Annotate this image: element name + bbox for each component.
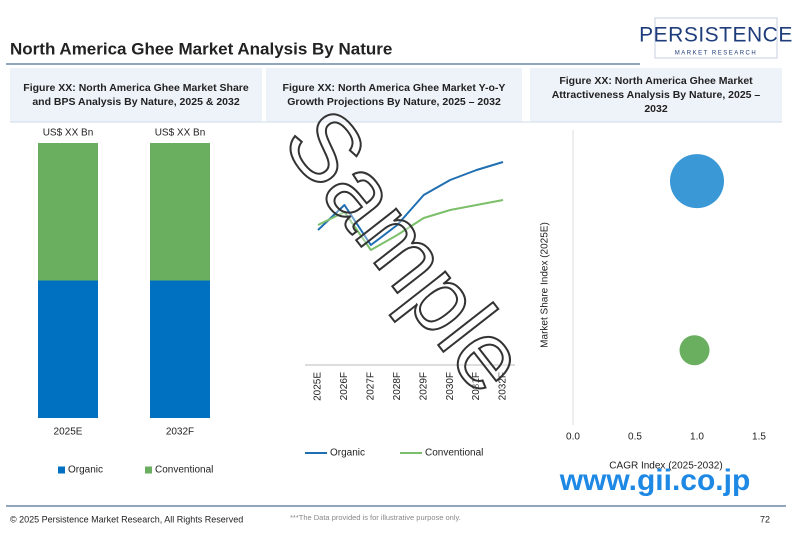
x-tick-label: 2025E (54, 427, 83, 438)
chart-title: Figure XX: North America Ghee Market Sha… (23, 82, 249, 94)
x-tick-label: 1.5 (752, 432, 766, 443)
chart-title: Growth Projections By Nature, 2025 – 203… (287, 96, 501, 108)
line-series (317, 161, 504, 246)
chart-title: Figure XX: North America Ghee Market Y-o… (283, 82, 506, 94)
page-number: 72 (760, 514, 770, 524)
x-tick-label: 2025E (313, 372, 324, 401)
bubble (679, 335, 710, 366)
line-series (317, 199, 504, 251)
footer-note: ***The Data provided is for illustrative… (290, 513, 461, 522)
y-axis-label: Market Share Index (2025E) (540, 222, 551, 348)
x-tick-label: 2026F (339, 372, 350, 400)
x-axis-label: CAGR Index (2025-2032) (609, 461, 722, 472)
legend-swatch (58, 466, 65, 474)
logo-tagline: MARKET RESEARCH (675, 51, 757, 57)
footer-copyright: © 2025 Persistence Market Research, All … (10, 514, 243, 524)
panel-header (266, 68, 522, 122)
chart-title: Attractiveness Analysis By Nature, 2025 … (552, 89, 761, 101)
total-label: US$ XX Bn (155, 128, 206, 139)
chart-title: Figure XX: North America Ghee Market (559, 75, 753, 87)
legend-label: Organic (68, 465, 103, 476)
stamp: www.gii.co.jp (559, 464, 751, 497)
bar-segment (150, 143, 210, 281)
total-label: US$ XX Bn (43, 128, 94, 139)
legend-swatch (145, 466, 152, 474)
x-tick-label: 1.0 (690, 432, 704, 443)
panel-header (530, 68, 782, 122)
logo-box (654, 17, 778, 59)
x-tick-label: 2029F (418, 372, 429, 400)
bar-segment (38, 280, 98, 418)
x-tick-label: 0.0 (566, 432, 580, 443)
x-tick-label: 2031F (471, 372, 482, 400)
bar-segment (38, 143, 98, 281)
legend-label: Organic (330, 448, 365, 459)
bar-segment (150, 280, 210, 418)
chart-title: and BPS Analysis By Nature, 2025 & 2032 (32, 96, 240, 108)
bubble (669, 154, 725, 209)
legend-label: Conventional (155, 465, 213, 476)
legend-label: Conventional (425, 448, 483, 459)
x-tick-label: 2028F (392, 372, 403, 400)
x-tick-label: 2032F (498, 372, 509, 400)
x-tick-label: 2030F (445, 372, 456, 400)
x-tick-label: 2027F (365, 372, 376, 400)
x-tick-label: 2032F (166, 427, 194, 438)
chart-title: 2032 (644, 103, 668, 115)
panel-header (10, 68, 262, 122)
logo-name: PERSISTENCE (639, 24, 792, 47)
page-title: North America Ghee Market Analysis By Na… (10, 39, 392, 58)
x-tick-label: 0.5 (628, 432, 642, 443)
